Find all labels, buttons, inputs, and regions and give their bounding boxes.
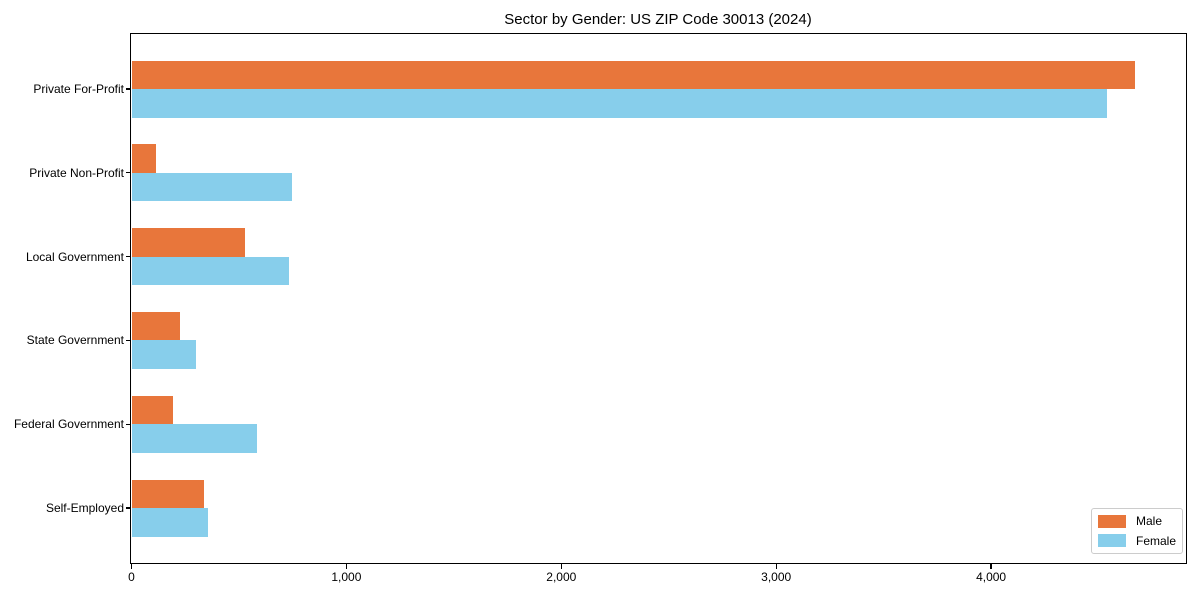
x-tick-label-3000: 3,000 xyxy=(761,570,792,584)
y-tick-private-non-profit xyxy=(126,172,131,174)
y-tick-local-government xyxy=(126,256,131,258)
y-axis-label-private-for-profit: Private For-Profit xyxy=(33,82,124,96)
x-tick-label-2000: 2,000 xyxy=(546,570,577,584)
bar-female-state-government xyxy=(131,340,197,369)
legend-label-male: Male xyxy=(1136,514,1163,529)
legend-swatch-male xyxy=(1098,514,1126,528)
legend-label-female: Female xyxy=(1136,533,1177,548)
y-axis-label-private-non-profit: Private Non-Profit xyxy=(29,165,124,180)
x-tick-label-0: 0 xyxy=(128,570,135,584)
y-tick-state-government xyxy=(126,339,131,342)
x-tick-4000 xyxy=(990,564,992,569)
legend-swatch-female xyxy=(1098,534,1126,548)
x-tick-3000 xyxy=(775,564,777,569)
y-axis-label-local-government: Local Government xyxy=(25,249,124,264)
bar-female-federal-government xyxy=(131,424,258,453)
bar-male-state-government xyxy=(131,311,181,341)
y-axis-label-state-government: State Government xyxy=(26,333,124,348)
bar-male-federal-government xyxy=(131,395,174,425)
bar-male-private-non-profit xyxy=(131,144,157,173)
legend-item-male: Male xyxy=(1098,514,1176,528)
y-tick-self-employed xyxy=(126,507,131,509)
chart-title: Sector by Gender: US ZIP Code 30013 (202… xyxy=(504,11,812,28)
bar-female-private-non-profit xyxy=(131,172,292,202)
x-tick-1000 xyxy=(345,564,348,569)
y-axis-label-federal-government: Federal Government xyxy=(13,417,124,432)
legend-item-female: Female xyxy=(1098,534,1176,548)
bar-female-local-government xyxy=(131,256,289,286)
bar-male-local-government xyxy=(131,228,246,257)
x-tick-2000 xyxy=(560,564,562,569)
bar-male-private-for-profit xyxy=(131,60,1136,89)
x-tick-0 xyxy=(130,564,133,569)
bar-male-self-employed xyxy=(131,479,204,508)
y-tick-private-for-profit xyxy=(126,88,131,90)
bar-female-self-employed xyxy=(131,508,209,537)
bar-female-private-for-profit xyxy=(131,89,1108,118)
plot-area xyxy=(130,33,1187,564)
legend: Male Female xyxy=(1091,508,1183,554)
y-tick-federal-government xyxy=(126,423,131,425)
y-axis-label-self-employed: Self-Employed xyxy=(45,501,124,515)
x-tick-label-1000: 1,000 xyxy=(331,570,362,584)
x-tick-label-4000: 4,000 xyxy=(976,570,1007,584)
